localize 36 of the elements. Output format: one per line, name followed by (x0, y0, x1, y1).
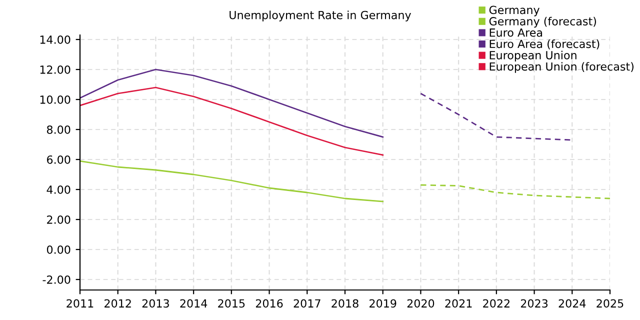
y-tick-label: 6.00 (47, 155, 70, 164)
x-tick-label: 2014 (180, 299, 208, 308)
legend-label: Germany (489, 6, 540, 16)
x-tick-label: 2021 (445, 299, 472, 308)
y-tick-label: 14.00 (40, 35, 70, 44)
legend-label: Euro Area (490, 28, 542, 37)
y-tick-label: 8.00 (46, 125, 70, 134)
x-tick-label: 2011 (66, 299, 94, 308)
x-tick-label: 2019 (370, 299, 396, 308)
x-tick-label: 2012 (104, 299, 131, 308)
x-tick-label: 2020 (407, 299, 434, 308)
legend-label: European Union (490, 50, 576, 62)
x-tick-label: 2016 (256, 299, 283, 308)
x-tick-label: 2022 (483, 299, 510, 308)
y-tick-label: 10.00 (40, 95, 70, 104)
legend-label: Germany (forecast) (489, 16, 596, 28)
x-tick-label: 2013 (142, 299, 169, 308)
legend-label: European Union (forecast) (490, 62, 634, 73)
y-tick-label: 0.00 (46, 245, 70, 254)
x-tick-label: 2018 (332, 299, 358, 308)
line-series (80, 160, 384, 202)
x-tick-label: 2025 (596, 299, 624, 308)
chart-title: Unemployment Rate in Germany (230, 10, 412, 22)
legend-label: Euro Area (forecast) (490, 39, 600, 50)
line-series (80, 68, 384, 138)
y-tick-label: 2.00 (47, 215, 70, 224)
x-tick-label: 2017 (294, 299, 320, 308)
y-tick-label: -2.00 (42, 275, 70, 284)
x-tick-label: 2015 (218, 299, 245, 308)
line-series (420, 184, 610, 200)
y-tick-label: 12.00 (40, 65, 70, 74)
line-series (80, 86, 384, 156)
y-tick-label: 4.00 (46, 185, 70, 194)
x-tick-label: 2023 (520, 299, 548, 308)
x-tick-label: 2024 (558, 299, 586, 308)
line-series (420, 92, 573, 141)
